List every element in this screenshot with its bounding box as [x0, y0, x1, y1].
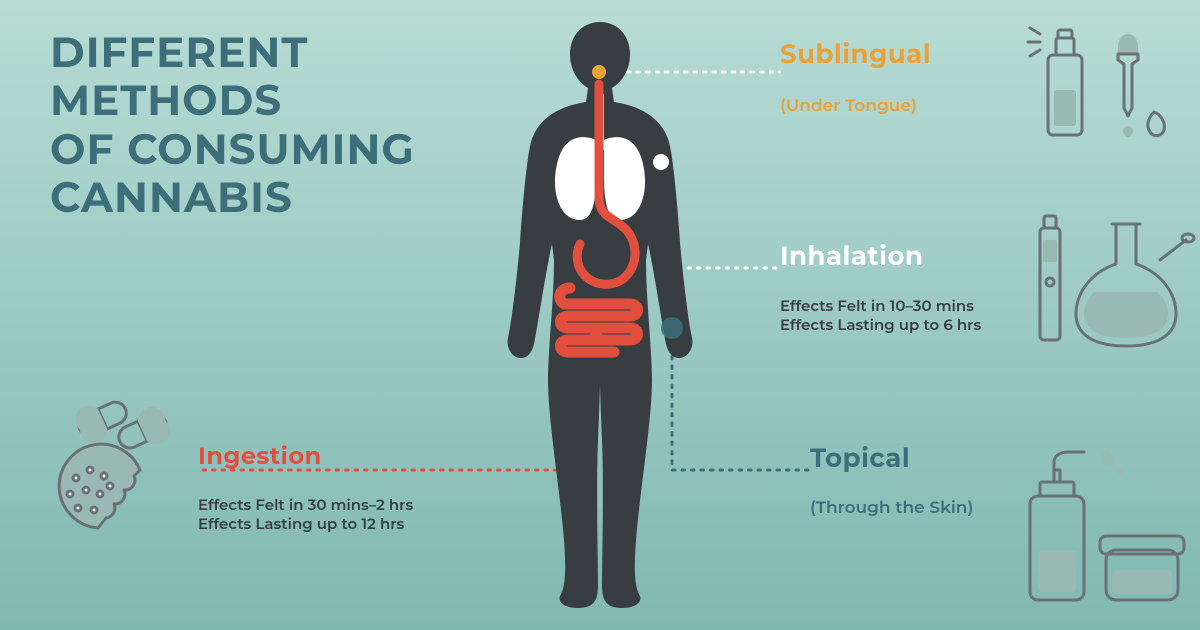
- ingestion-detail-2: Effects Lasting up to 12 hrs: [198, 514, 413, 533]
- ingestion-detail-1: Effects Felt in 30 mins–2 hrs: [198, 495, 413, 514]
- lotion-jar-icon: [1010, 440, 1190, 610]
- sublingual-title: Sublingual: [780, 38, 931, 70]
- sublingual-subtitle: (Under Tongue): [780, 96, 917, 116]
- spray-dropper-icon: [1018, 30, 1178, 140]
- ingestion-details: Effects Felt in 30 mins–2 hrs Effects La…: [198, 495, 413, 533]
- topical-title: Topical: [810, 442, 910, 474]
- vape-bong-icon: [1020, 210, 1190, 350]
- inhalation-detail-2: Effects Lasting up to 6 hrs: [780, 315, 981, 334]
- pills-cookie-icon: [48, 400, 198, 530]
- marker-ingestion: [589, 331, 603, 345]
- topical-subtitle: (Through the Skin): [810, 498, 973, 518]
- inhalation-details: Effects Felt in 10–30 mins Effects Lasti…: [780, 296, 981, 334]
- marker-sublingual: [592, 65, 606, 79]
- infographic-canvas: DIFFERENT METHODS OF CONSUMING CANNABIS …: [0, 0, 1200, 630]
- inhalation-detail-1: Effects Felt in 10–30 mins: [780, 296, 981, 315]
- marker-topical: [661, 317, 683, 339]
- marker-inhalation: [653, 154, 669, 170]
- ingestion-title: Ingestion: [198, 442, 322, 471]
- inhalation-title: Inhalation: [780, 240, 924, 272]
